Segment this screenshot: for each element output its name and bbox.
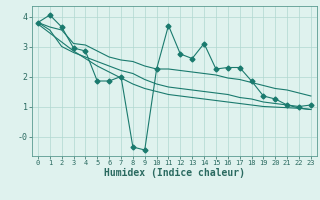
X-axis label: Humidex (Indice chaleur): Humidex (Indice chaleur) [104,168,245,178]
